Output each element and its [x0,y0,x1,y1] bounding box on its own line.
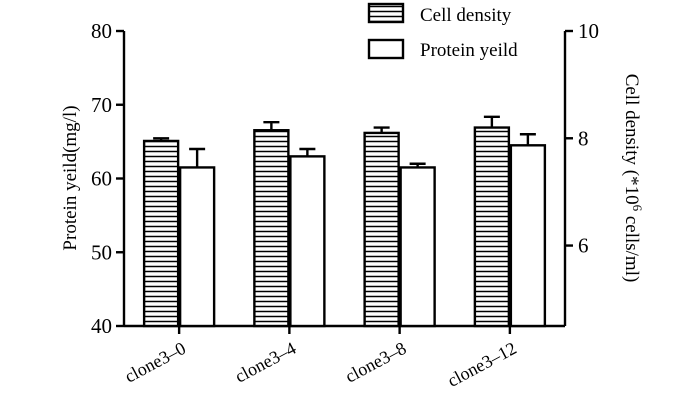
error-bar [519,133,536,146]
right-axis-label: Cell density (*106 cells/ml) [621,74,645,283]
left-axis-label: Protein yeild(mg/l) [60,105,81,250]
bar-protein-yeild [289,155,326,328]
right-tick-label: 8 [578,126,589,150]
bar-cell-density [253,129,290,328]
error-bar [263,120,280,131]
x-axis-ticks: clone3–0 clone3–4 clone3–8 clone3–12 [121,326,520,391]
x-tick-label: clone3–0 [121,338,189,387]
legend: Cell density Protein yeild [367,2,518,61]
x-tick-label: clone3–12 [444,338,520,391]
legend-label-protein-yeild: Protein yeild [420,40,518,61]
legend-swatch-protein-yeild [367,38,405,60]
bars [142,115,547,328]
error-bar [189,147,206,168]
bar-protein-yeild [509,144,547,328]
error-bar [299,147,316,157]
left-tick-label: 80 [91,19,112,43]
right-axis-label-suffix: cells/ml) [621,211,642,282]
error-bar [409,162,426,168]
legend-label-cell-density: Cell density [420,5,512,26]
left-tick-label: 60 [91,167,112,191]
right-axis-label-superscript: 6 [630,205,645,212]
bar-cell-density [363,131,400,328]
error-bar [153,137,170,141]
right-axis-ticks: 6 8 10 [565,19,599,258]
right-tick-label: 6 [578,234,589,258]
bar-cell-density [473,126,511,328]
right-tick-label: 10 [578,19,599,43]
legend-swatch-cell-density [367,2,405,24]
left-axis-ticks: 40 50 60 70 80 [91,19,124,338]
x-tick-label: clone3–8 [342,338,410,387]
right-axis-label-prefix: Cell density (*10 [621,74,642,205]
left-tick-label: 50 [91,240,112,264]
left-tick-label: 70 [91,93,112,117]
bar-protein-yeild [178,166,216,328]
left-tick-label: 40 [91,314,112,338]
error-bar [373,126,390,133]
error-bar [483,115,500,128]
bar-protein-yeild [399,166,436,328]
bar-cell-density [142,139,180,328]
x-tick-label: clone3–4 [232,338,300,387]
